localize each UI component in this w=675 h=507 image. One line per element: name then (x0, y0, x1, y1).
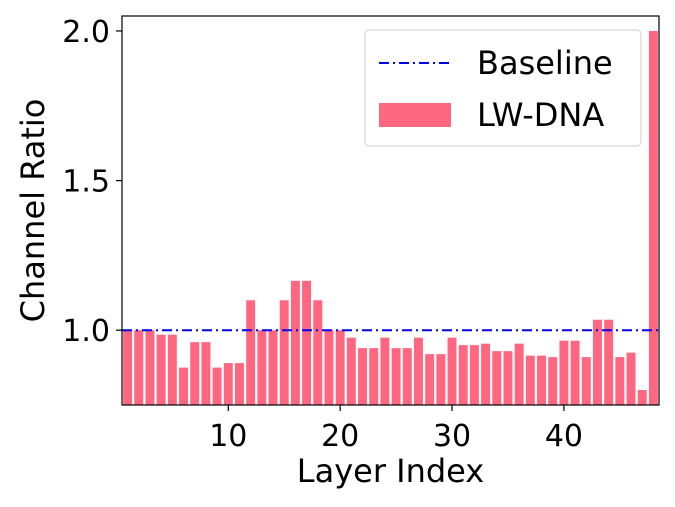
bar (134, 330, 144, 405)
x-tick-label: 30 (433, 419, 471, 454)
bar (469, 345, 479, 405)
bar (223, 363, 233, 405)
legend-bar-swatch (379, 103, 451, 127)
bar (358, 348, 368, 405)
bar (525, 355, 535, 405)
bar (167, 334, 177, 405)
bar (548, 357, 558, 405)
y-tick-label: 1.0 (62, 314, 110, 349)
x-axis-ticks: 10 20 30 40 (209, 405, 583, 454)
bar (447, 337, 457, 405)
bar (402, 348, 412, 405)
bar (302, 280, 312, 405)
x-tick-label: 40 (545, 419, 583, 454)
bars-group (123, 30, 658, 405)
x-tick-label: 20 (321, 419, 359, 454)
y-tick-label: 2.0 (62, 15, 110, 50)
bar (425, 354, 435, 405)
x-tick-label: 10 (209, 419, 247, 454)
y-axis-ticks: 1.0 1.5 2.0 (62, 15, 122, 349)
bar (123, 330, 133, 405)
bar (279, 300, 289, 405)
bar (436, 354, 446, 405)
bar (268, 330, 278, 405)
bar (257, 330, 267, 405)
bar (615, 357, 625, 405)
bar (391, 348, 401, 405)
bar (179, 367, 189, 405)
bar (290, 280, 300, 405)
bar (145, 330, 155, 405)
y-tick-label: 1.5 (62, 165, 110, 200)
bar (604, 319, 614, 405)
plot-frame (121, 15, 660, 406)
legend: Baseline LW-DNA (364, 29, 642, 147)
bar (458, 345, 468, 405)
bar (313, 300, 323, 405)
bar (346, 337, 356, 405)
bar (503, 351, 513, 405)
y-axis-label: Channel Ratio (14, 99, 52, 323)
bar (648, 30, 658, 405)
legend-baseline-label: Baseline (477, 44, 613, 82)
bar (626, 352, 636, 405)
x-axis-label: Layer Index (297, 452, 484, 490)
bar (380, 337, 390, 405)
bar (592, 319, 602, 405)
bar (637, 390, 647, 405)
bar (581, 357, 591, 405)
bar (481, 343, 491, 405)
bar (514, 343, 524, 405)
bar (369, 348, 379, 405)
bar (537, 355, 547, 405)
legend-bar-label: LW-DNA (477, 96, 604, 134)
bar (559, 340, 569, 405)
bar (201, 342, 211, 405)
bar (234, 363, 244, 405)
bar (570, 340, 580, 405)
bar (246, 300, 256, 405)
bar (492, 351, 502, 405)
bar (335, 330, 345, 405)
bar (212, 367, 222, 405)
bar (324, 330, 334, 405)
bar (413, 337, 423, 405)
bar (156, 334, 166, 405)
bar (190, 342, 200, 405)
